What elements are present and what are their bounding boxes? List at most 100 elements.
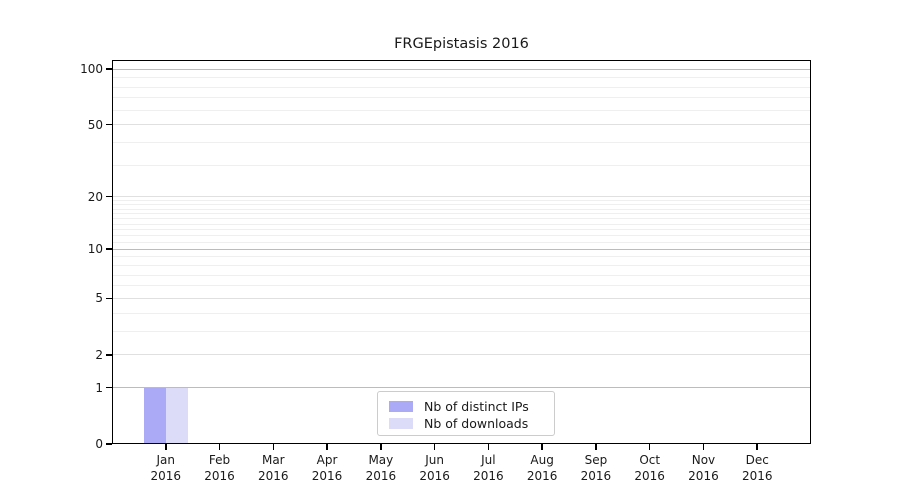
x-tick-mar	[272, 444, 275, 450]
y-gridline-90	[112, 77, 811, 79]
y-tick-label-20: 20	[87, 189, 103, 204]
x-tick-label-year: 2016	[526, 469, 558, 483]
x-tick-label-month: Oct	[639, 453, 661, 467]
y-tick-50	[106, 123, 112, 126]
y-gridline-60	[112, 109, 811, 111]
y-gridline-19	[112, 200, 811, 202]
y-gridline-6	[112, 285, 811, 287]
x-tick-label-month: Dec	[745, 453, 769, 467]
y-gridline-3	[112, 330, 811, 332]
x-tick-label-year: 2016	[419, 469, 450, 483]
x-tick-label-may: May 2016	[349, 452, 413, 484]
y-gridline-17	[112, 208, 811, 210]
x-tick-label-month: Apr	[316, 453, 338, 467]
y-tick-label-50: 50	[87, 117, 103, 132]
x-tick-label-dec: Dec 2016	[725, 452, 789, 484]
x-tick-label-apr: Apr 2016	[295, 452, 359, 484]
y-gridline-7	[112, 274, 811, 276]
legend-item-distinct-ips: Nb of distinct IPs	[378, 398, 554, 415]
bar-nb-of-distinct-ips-jan	[143, 387, 166, 444]
y-gridline-50	[112, 124, 811, 126]
plot-area: Nb of distinct IPs Nb of downloads	[112, 60, 811, 444]
y-tick-20	[106, 195, 112, 198]
y-tick-10	[106, 248, 112, 250]
x-tick-nov	[702, 444, 705, 450]
x-tick-apr	[326, 444, 328, 450]
x-tick-jul	[487, 444, 490, 450]
x-tick-label-year: 2016	[365, 469, 397, 483]
y-tick-label-2: 2	[95, 347, 103, 362]
y-gridline-2	[112, 354, 811, 356]
x-tick-label-feb: Feb 2016	[188, 452, 252, 484]
x-tick-jan	[165, 444, 167, 450]
x-tick-label-month: May	[368, 453, 394, 467]
x-tick-label-year: 2016	[741, 469, 773, 483]
x-tick-label-year: 2016	[580, 469, 612, 483]
x-tick-label-year: 2016	[204, 469, 235, 483]
y-gridline-30	[112, 164, 811, 166]
legend: Nb of distinct IPs Nb of downloads	[377, 391, 555, 436]
y-tick-label-10: 10	[87, 242, 103, 257]
legend-label-distinct-ips: Nb of distinct IPs	[424, 399, 529, 414]
y-gridline-12	[112, 235, 811, 237]
y-gridline-80	[112, 86, 811, 88]
x-tick-label-month: Jun	[425, 453, 444, 467]
x-tick-label-year: 2016	[473, 469, 504, 483]
x-tick-label-month: Feb	[208, 453, 231, 467]
legend-item-downloads: Nb of downloads	[378, 415, 554, 432]
x-tick-label-sep: Sep 2016	[564, 452, 628, 484]
x-tick-label-month: Jan	[156, 453, 176, 467]
y-tick-label-100: 100	[80, 62, 103, 77]
y-gridline-14	[112, 223, 811, 225]
bar-nb-of-downloads-jan	[165, 387, 188, 444]
y-gridline-8	[112, 265, 811, 267]
x-tick-sep	[595, 444, 597, 450]
y-tick-label-0: 0	[95, 437, 103, 451]
y-gridline-20	[112, 196, 811, 198]
x-tick-may	[380, 444, 382, 450]
y-gridline-11	[112, 241, 811, 243]
x-tick-label-year: 2016	[150, 469, 182, 483]
x-tick-oct	[648, 444, 651, 450]
y-gridline-70	[112, 97, 811, 99]
y-tick-label-1: 1	[95, 380, 103, 395]
y-gridline-10	[112, 248, 811, 250]
y-gridline-4	[112, 312, 811, 314]
y-tick-5	[106, 297, 112, 300]
y-gridline-15	[112, 218, 811, 220]
x-tick-label-jan: Jan 2016	[134, 452, 198, 484]
x-tick-label-aug: Aug 2016	[510, 452, 574, 484]
y-gridline-18	[112, 204, 811, 206]
x-tick-aug	[541, 444, 543, 450]
x-tick-label-year: 2016	[311, 469, 343, 483]
x-tick-label-year: 2016	[258, 469, 289, 483]
y-tick-2	[106, 354, 112, 356]
y-gridline-16	[112, 213, 811, 215]
y-gridline-5	[112, 297, 811, 299]
y-tick-1	[106, 386, 112, 389]
legend-label-downloads: Nb of downloads	[424, 416, 529, 431]
x-tick-label-month: Nov	[691, 453, 716, 467]
y-tick-label-5: 5	[95, 291, 103, 306]
y-gridline-9	[112, 256, 811, 258]
y-gridline-13	[112, 229, 811, 231]
x-tick-jun	[433, 444, 436, 450]
legend-swatch-distinct-ips	[389, 401, 413, 412]
y-gridline-1	[112, 387, 811, 389]
x-tick-label-jun: Jun 2016	[403, 452, 467, 484]
x-tick-label-month: Aug	[530, 453, 554, 467]
x-tick-label-mar: Mar 2016	[241, 452, 305, 484]
x-tick-feb	[218, 444, 221, 450]
legend-swatch-downloads	[389, 418, 413, 429]
x-tick-label-jul: Jul 2016	[456, 452, 520, 484]
y-tick-100	[106, 68, 112, 70]
chart-title: FRGEpistasis 2016	[394, 36, 529, 52]
x-tick-label-month: Sep	[584, 453, 608, 467]
y-tick-0	[106, 443, 112, 445]
x-tick-label-year: 2016	[688, 469, 719, 483]
x-tick-label-oct: Oct 2016	[618, 452, 682, 484]
x-tick-label-month: Jul	[481, 453, 496, 467]
x-tick-dec	[756, 444, 758, 450]
y-gridline-40	[112, 141, 811, 143]
